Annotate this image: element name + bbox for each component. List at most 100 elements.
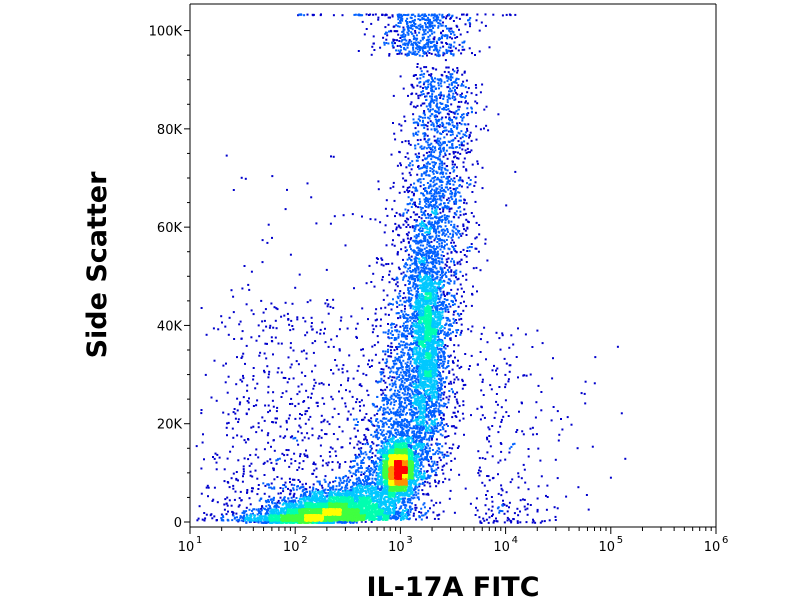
event-dot [355, 478, 358, 481]
event-dot [466, 31, 469, 34]
event-dot [386, 439, 389, 442]
event-dot [415, 53, 417, 56]
event-dot [505, 491, 508, 494]
event-dot [366, 466, 369, 469]
event-dot [447, 365, 450, 367]
event-dot [426, 141, 429, 144]
event-dot [470, 212, 473, 214]
event-dot [407, 231, 410, 234]
event-dot [413, 219, 416, 221]
event-dot [415, 26, 418, 29]
event-dot [437, 335, 440, 338]
event-dot [373, 424, 376, 427]
event-dots [195, 13, 627, 524]
event-dot [424, 416, 427, 419]
event-dot [405, 217, 408, 220]
event-dot [455, 331, 458, 334]
event-dot [237, 459, 240, 462]
event-dot [427, 414, 430, 417]
event-dot [381, 278, 384, 281]
event-dot [464, 123, 467, 126]
event-dot [415, 518, 417, 521]
event-dot [409, 143, 412, 146]
event-dot [296, 469, 299, 471]
event-dot [447, 435, 450, 437]
event-dot [415, 131, 418, 134]
event-dot [411, 376, 414, 379]
event-dot [398, 401, 401, 404]
event-dot [200, 409, 203, 411]
event-dot [297, 14, 300, 17]
event-dot [422, 124, 425, 127]
event-dot [332, 306, 335, 309]
event-dot [387, 344, 390, 347]
event-dot [201, 518, 204, 521]
event-dot [314, 364, 317, 367]
event-dot [421, 253, 424, 256]
event-dot [381, 413, 384, 416]
event-dot [461, 380, 464, 383]
event-dot [392, 94, 395, 97]
event-dot [414, 106, 417, 109]
event-dot [396, 358, 398, 360]
event-dot [441, 426, 444, 429]
event-dot [263, 369, 265, 372]
event-dot [455, 233, 458, 236]
event-dot [437, 373, 440, 376]
event-dot [363, 471, 366, 474]
event-dot [370, 460, 373, 462]
event-dot [451, 121, 454, 124]
event-dot [431, 145, 434, 148]
event-dot [268, 486, 271, 489]
event-dot [456, 447, 459, 449]
event-dot [433, 425, 436, 428]
event-dot [426, 128, 429, 131]
event-dot [470, 304, 473, 307]
event-dot [376, 381, 379, 383]
event-dot [403, 300, 406, 303]
event-dot [457, 157, 460, 160]
event-dot [385, 440, 388, 443]
event-dot [451, 390, 454, 393]
event-dot [386, 386, 388, 389]
event-dot [401, 19, 404, 22]
event-dot [456, 67, 459, 69]
event-dot [408, 142, 410, 145]
event-dot [449, 187, 452, 190]
event-dot [293, 478, 296, 481]
event-dot [438, 413, 441, 416]
event-dot [412, 38, 415, 41]
event-dot [290, 489, 292, 492]
event-dot [371, 402, 374, 405]
event-dot [390, 326, 393, 329]
event-dot [442, 95, 445, 98]
event-dot [329, 446, 332, 449]
event-dot [430, 465, 433, 468]
event-dot [298, 390, 301, 393]
event-dot [447, 71, 450, 74]
event-dot [394, 389, 396, 392]
event-dot [437, 410, 440, 413]
event-dot [416, 48, 419, 51]
event-dot [388, 408, 391, 411]
event-dot [453, 344, 456, 347]
event-dot [506, 519, 509, 522]
event-dot [440, 303, 443, 306]
event-dot [361, 466, 363, 469]
event-dot [474, 514, 477, 516]
event-dot [416, 234, 419, 237]
event-dot [402, 32, 405, 35]
event-dot [616, 345, 619, 348]
event-dot [395, 24, 398, 27]
event-dot [421, 483, 424, 485]
event-dot [452, 92, 455, 95]
event-dot [448, 266, 451, 269]
event-dot [282, 484, 285, 486]
event-dot [432, 169, 435, 172]
event-dot [505, 204, 508, 207]
event-dot [404, 507, 407, 509]
event-dot [458, 419, 461, 422]
event-dot [250, 336, 253, 339]
event-dot [272, 439, 275, 442]
event-dot [358, 14, 361, 17]
